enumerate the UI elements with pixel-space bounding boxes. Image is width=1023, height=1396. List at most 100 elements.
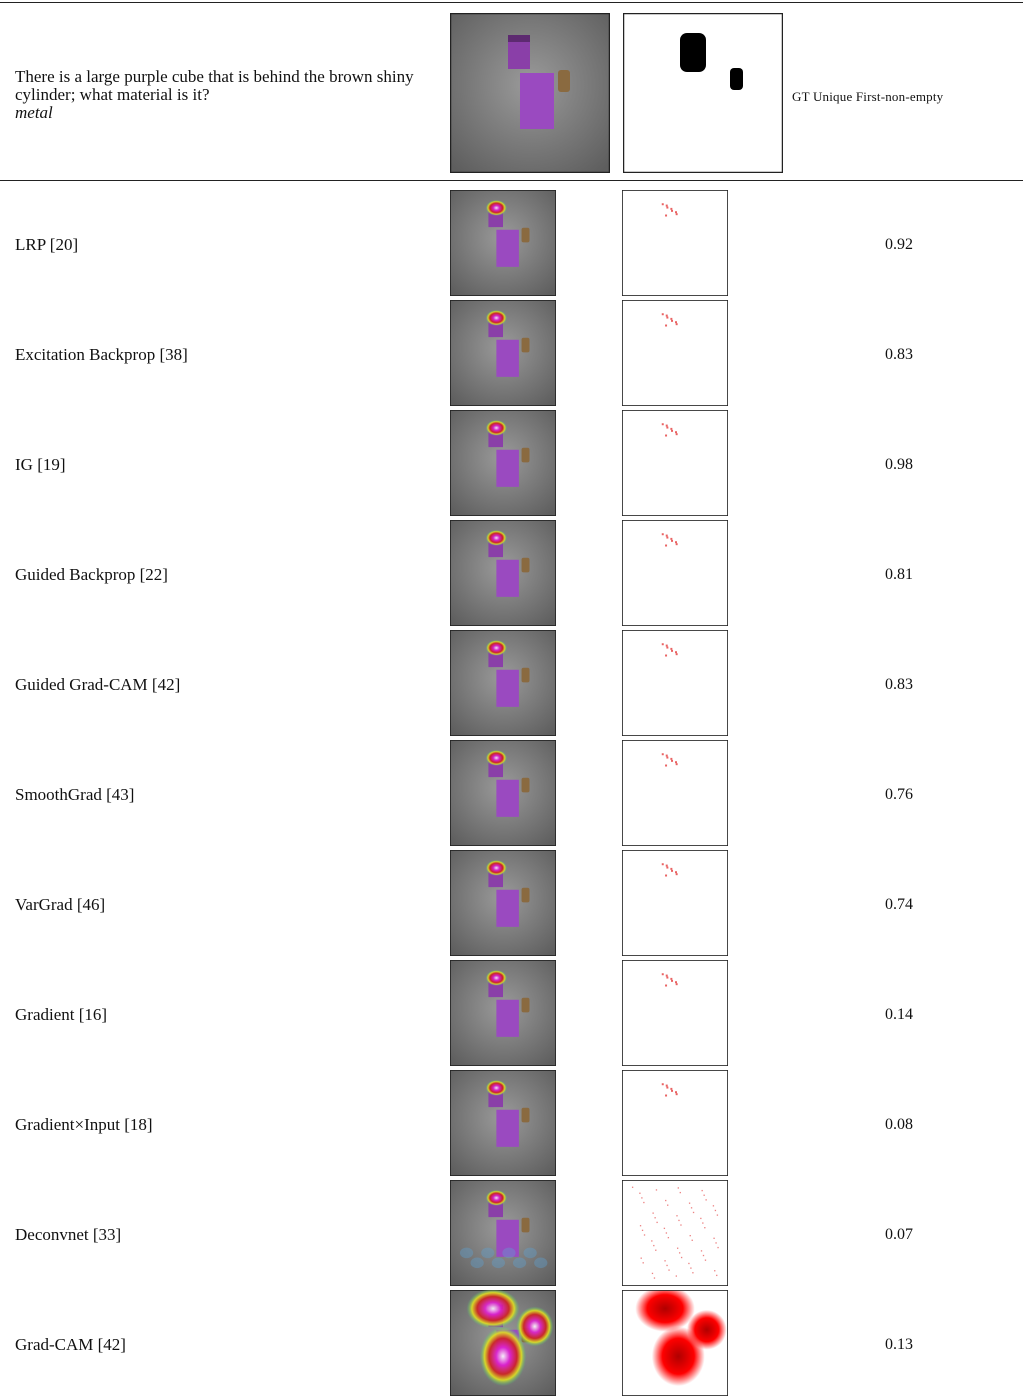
cylinder bbox=[521, 337, 530, 353]
saliency bbox=[665, 864, 668, 867]
heat bbox=[485, 199, 507, 216]
score: 0.08 bbox=[885, 1116, 913, 1133]
heat bbox=[485, 419, 507, 436]
saliency bbox=[665, 984, 668, 987]
method-name: Grad-CAM [42] bbox=[15, 1335, 126, 1354]
score: 0.83 bbox=[885, 676, 913, 693]
saliency bbox=[716, 1214, 719, 1216]
saliency-bg bbox=[622, 190, 728, 296]
saliency-map bbox=[622, 740, 728, 846]
saliency bbox=[665, 764, 668, 767]
score: 0.83 bbox=[885, 346, 913, 363]
saliency-bg bbox=[622, 960, 728, 1066]
heat bbox=[485, 969, 507, 986]
cylinder bbox=[521, 777, 530, 793]
saliency bbox=[702, 1254, 705, 1257]
saliency bbox=[665, 974, 668, 977]
saliency bbox=[665, 1094, 668, 1097]
saliency bbox=[670, 647, 673, 650]
heatmap-overlay bbox=[450, 1070, 556, 1176]
saliency bbox=[675, 981, 677, 984]
saliency bbox=[717, 1246, 719, 1249]
header-rule bbox=[0, 180, 1023, 181]
frame bbox=[450, 520, 556, 626]
large-cube bbox=[496, 1219, 519, 1257]
saliency bbox=[690, 1267, 692, 1269]
saliency bbox=[665, 654, 668, 657]
method-name: Guided Backprop [22] bbox=[15, 565, 168, 584]
heat bbox=[485, 529, 507, 546]
cylinder bbox=[521, 557, 530, 573]
saliency bbox=[678, 1252, 681, 1254]
saliency bbox=[670, 207, 673, 210]
saliency bbox=[675, 321, 677, 324]
saliency bbox=[665, 324, 668, 327]
frame bbox=[623, 13, 783, 173]
score: 0.13 bbox=[885, 1336, 913, 1353]
heatmap-overlay bbox=[450, 1180, 556, 1286]
saliency bbox=[655, 1189, 658, 1191]
saliency bbox=[671, 1089, 674, 1092]
score: 0.07 bbox=[885, 1226, 913, 1243]
large-cube bbox=[496, 229, 519, 267]
saliency bbox=[675, 541, 677, 544]
saliency bbox=[671, 319, 674, 322]
score: 0.74 bbox=[885, 896, 913, 913]
frame bbox=[622, 300, 728, 406]
method-name: SmoothGrad [43] bbox=[15, 785, 135, 804]
saliency bbox=[675, 651, 677, 654]
saliency bbox=[667, 1204, 669, 1206]
saliency bbox=[704, 1259, 707, 1261]
saliency-bg bbox=[622, 300, 728, 406]
heatmap-overlay bbox=[450, 410, 556, 516]
frame bbox=[622, 520, 728, 626]
method-name: LRP [20] bbox=[15, 235, 79, 254]
saliency bbox=[661, 753, 664, 756]
mask-blob bbox=[680, 33, 706, 72]
heatmap-overlay bbox=[450, 740, 556, 846]
saliency bbox=[700, 1250, 703, 1252]
saliency bbox=[665, 644, 668, 647]
saliency bbox=[692, 1211, 695, 1214]
frame bbox=[450, 850, 556, 956]
heat bbox=[485, 749, 507, 766]
heat bbox=[459, 1247, 474, 1259]
saliency bbox=[715, 1242, 717, 1244]
top-rule bbox=[0, 2, 1023, 3]
large-cube bbox=[496, 779, 519, 817]
saliency bbox=[675, 433, 678, 436]
saliency bbox=[679, 1191, 681, 1194]
saliency-map bbox=[622, 1290, 728, 1396]
saliency-map bbox=[622, 960, 728, 1066]
saliency bbox=[640, 1257, 642, 1259]
saliency bbox=[713, 1237, 715, 1239]
saliency bbox=[668, 1269, 670, 1271]
saliency bbox=[716, 1274, 718, 1277]
saliency bbox=[653, 1277, 656, 1279]
method-name: Excitation Backprop [38] bbox=[15, 345, 188, 364]
saliency bbox=[643, 1234, 646, 1236]
cylinder bbox=[521, 447, 530, 463]
saliency bbox=[671, 209, 674, 212]
heatmap-overlay bbox=[450, 1290, 556, 1396]
frame bbox=[622, 960, 728, 1066]
saliency-map bbox=[622, 410, 728, 516]
heatmap-overlay bbox=[450, 960, 556, 1066]
frame bbox=[622, 410, 728, 516]
score: 0.76 bbox=[885, 786, 913, 803]
large-cube bbox=[496, 889, 519, 927]
saliency bbox=[701, 1189, 703, 1192]
saliency bbox=[675, 983, 678, 986]
gt-mask bbox=[623, 13, 783, 173]
heatmap-overlay bbox=[450, 520, 556, 626]
input-image bbox=[450, 13, 610, 173]
heat bbox=[516, 1306, 554, 1347]
cylinder bbox=[521, 227, 530, 243]
heat bbox=[491, 1257, 505, 1269]
saliency bbox=[652, 1212, 654, 1214]
frame bbox=[450, 190, 556, 296]
heat bbox=[485, 639, 507, 656]
saliency bbox=[666, 206, 669, 209]
question-block: There is a large purple cube that is beh… bbox=[15, 68, 445, 122]
saliency bbox=[675, 543, 678, 546]
